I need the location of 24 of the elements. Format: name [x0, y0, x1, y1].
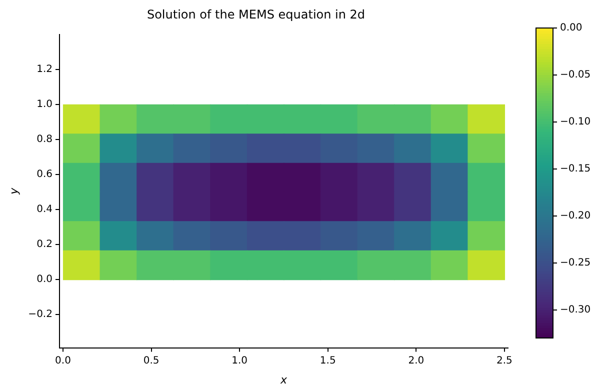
y-tick-label: −0.2 [28, 309, 52, 320]
y-tick-label: 0.2 [36, 239, 52, 250]
color-bar-label: −0.15 [560, 164, 591, 175]
color-bar-label: −0.05 [560, 70, 591, 81]
color-bar-label: −0.30 [560, 304, 591, 316]
x-tick-label: 1.0 [232, 355, 248, 366]
color-bar-label: −0.10 [560, 116, 591, 128]
y-axis-title: y [7, 187, 20, 196]
x-tick-label: 0.0 [55, 355, 71, 366]
y-tick-label: 0.8 [36, 134, 52, 146]
x-axis-title: x [279, 373, 288, 386]
x-tick-label: 0.5 [143, 355, 160, 366]
chart-title: Solution of the MEMS equation in 2d [146, 7, 366, 22]
x-tick-label: 2.0 [408, 355, 424, 366]
y-tick-label: 1.2 [36, 64, 52, 76]
x-tick-label: 1.5 [320, 355, 336, 366]
y-tick-label: 0.6 [36, 169, 52, 180]
x-tick-label: 2.5 [496, 355, 512, 366]
y-tick-label: 1.0 [36, 99, 52, 110]
color-bar-label: −0.25 [560, 257, 591, 268]
y-tick-label: 0.4 [36, 204, 52, 216]
y-tick-label: 0.0 [36, 274, 52, 286]
color-bar-label: 0.00 [560, 22, 582, 34]
color-bar-label: −0.20 [560, 210, 591, 222]
